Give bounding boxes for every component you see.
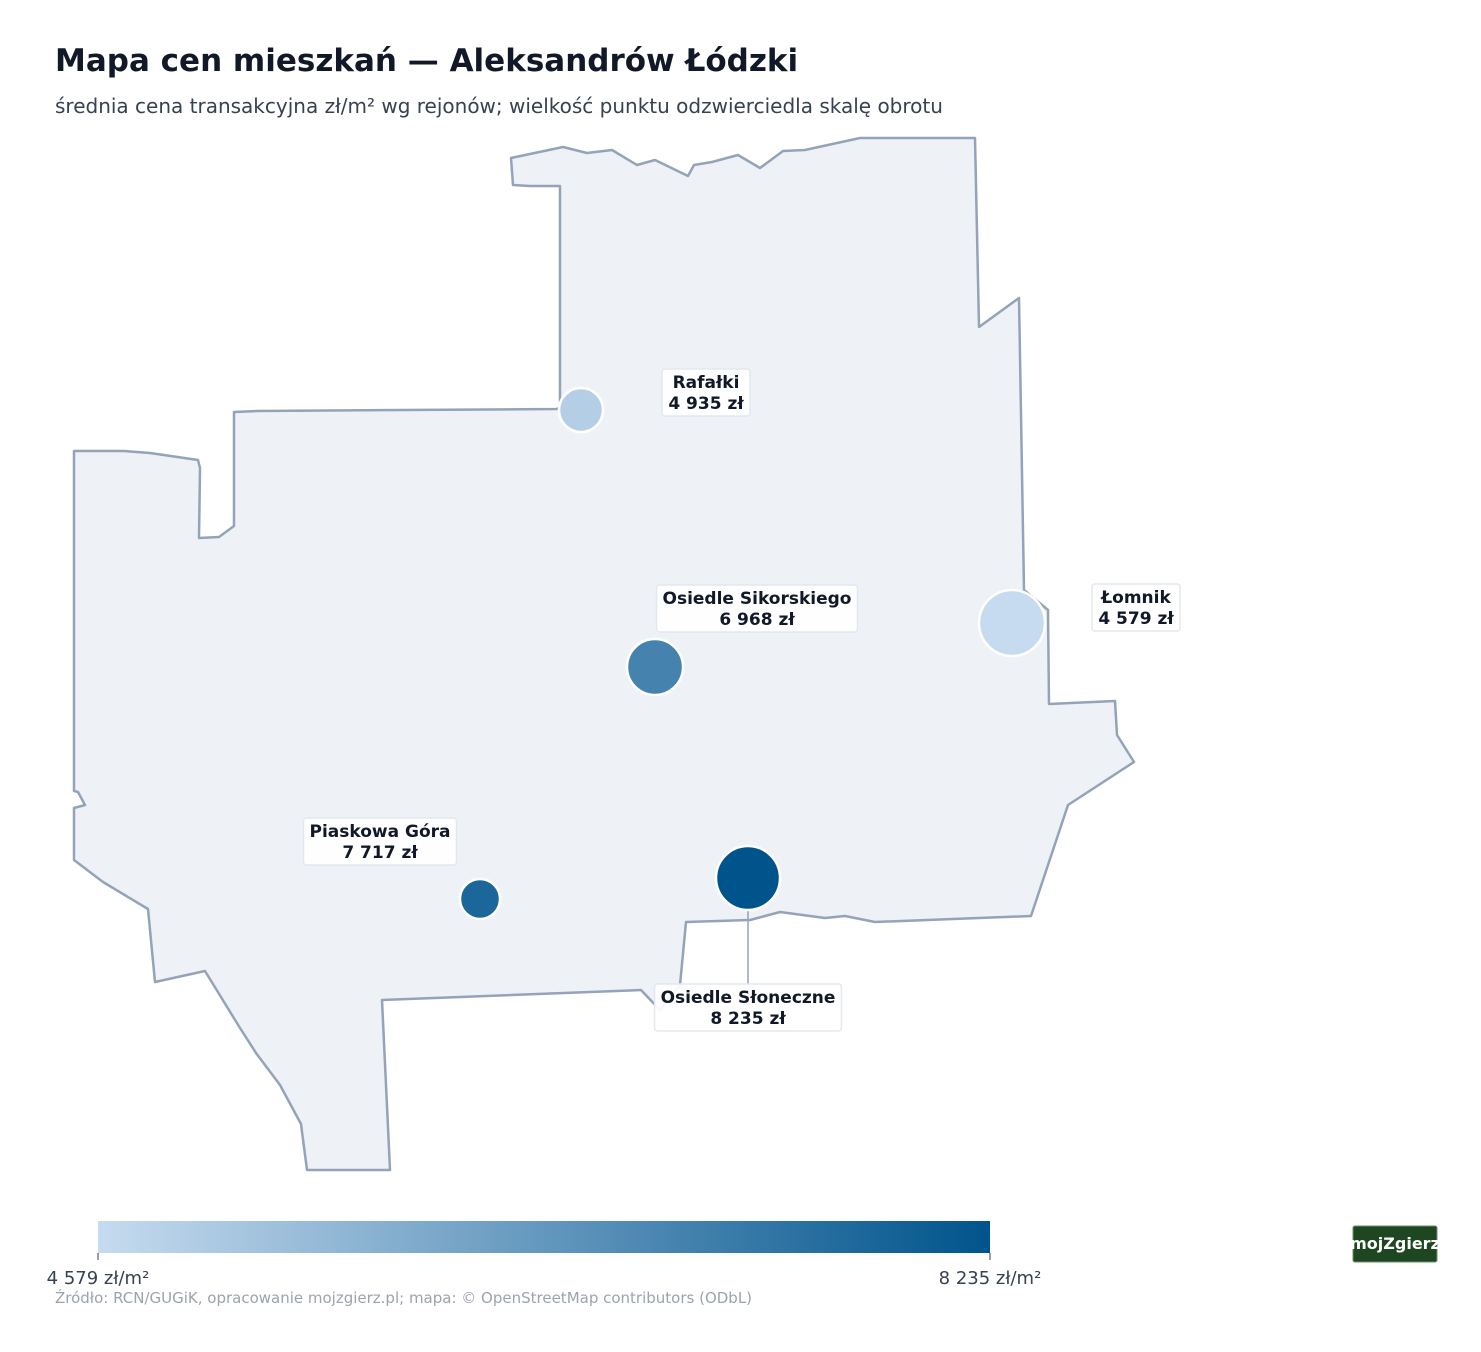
label-box	[1091, 583, 1181, 632]
point-name: Rafałki	[673, 373, 740, 393]
point-value-label: 8 235 zł	[710, 1009, 786, 1029]
point-value-label: 4 579 zł	[1098, 609, 1174, 629]
bubble	[458, 877, 502, 921]
logo-box	[1352, 1225, 1438, 1263]
label-box	[653, 983, 843, 1032]
point-value-label: 7 717 zł	[342, 843, 418, 863]
colorbar-tick-label: 8 235 zł/m²	[939, 1268, 1042, 1289]
logo: mojZgierz	[1350, 1234, 1440, 1253]
colorbar-tick-label: 4 579 zł/m²	[47, 1268, 150, 1289]
point-name: Łomnik	[1100, 588, 1171, 608]
label-box	[655, 584, 859, 633]
label-box	[302, 817, 458, 866]
point-name: Osiedle Sikorskiego	[663, 589, 852, 609]
point-name: Osiedle Słoneczne	[661, 988, 836, 1008]
label-box	[661, 368, 751, 417]
point-value-label: 4 935 zł	[668, 394, 744, 414]
chart-title: Mapa cen mieszkań — Aleksandrów Łódzki	[55, 43, 798, 79]
source-note: Źródło: RCN/GUGiK, opracowanie mojzgierz…	[55, 1288, 752, 1307]
municipality-outline	[72, 136, 1136, 1172]
bubble	[714, 844, 782, 912]
chart-subtitle: średnia cena transakcyjna zł/m² wg rejon…	[55, 94, 943, 118]
colorbar	[98, 1221, 990, 1253]
bubble	[625, 637, 685, 697]
point-name: Piaskowa Góra	[310, 822, 451, 842]
point-value-label: 6 968 zł	[719, 610, 795, 630]
bubble	[557, 386, 605, 434]
bubble	[977, 588, 1047, 658]
